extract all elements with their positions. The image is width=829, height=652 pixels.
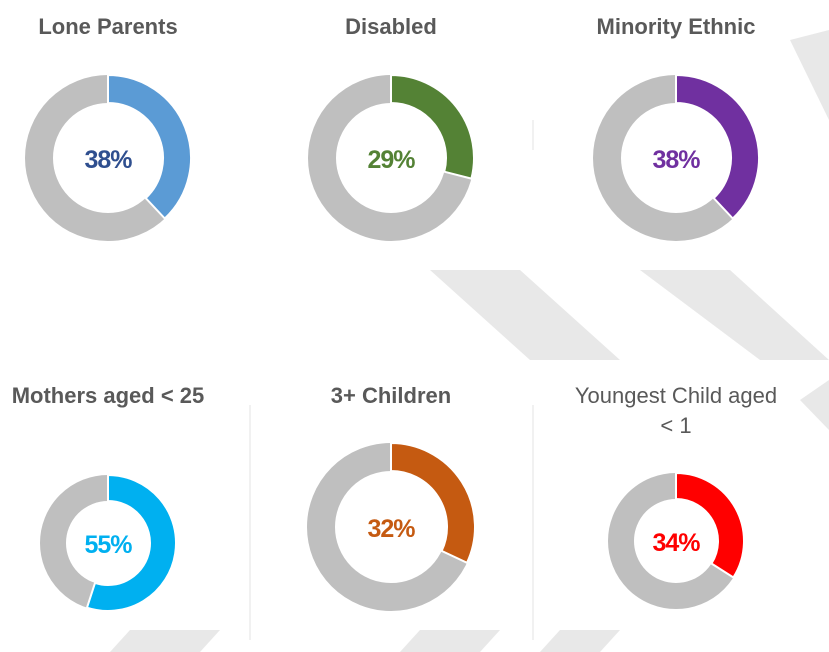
chart-title: 3+ Children	[330, 383, 452, 408]
donut-segment	[675, 73, 760, 220]
watermark-stripe	[110, 630, 220, 652]
chart-title: Youngest Child aged < 1	[574, 383, 778, 438]
donut-segment	[390, 73, 475, 180]
donut-segment	[390, 441, 476, 565]
watermark-stripe	[790, 30, 829, 120]
donut-segment	[107, 73, 192, 220]
value-label: 55%	[84, 531, 132, 559]
chart-title: Disabled	[345, 14, 437, 39]
donut-segment	[675, 471, 745, 579]
value-label: 29%	[367, 146, 415, 174]
watermark	[110, 30, 829, 652]
chart-title: Minority Ethnic	[596, 14, 756, 39]
value-label: 34%	[652, 529, 700, 557]
value-label: 32%	[367, 515, 415, 543]
value-label: 38%	[652, 146, 700, 174]
watermark-stripe	[640, 270, 829, 360]
chart-title: Mothers aged < 25	[11, 383, 205, 408]
watermark-stripe	[800, 380, 829, 430]
watermark-stripe	[540, 630, 620, 652]
watermark-stripe	[430, 270, 620, 360]
chart-title: Lone Parents	[38, 14, 178, 39]
value-label: 38%	[84, 146, 132, 174]
watermark-stripe	[400, 630, 500, 652]
donut-segment	[85, 473, 177, 612]
